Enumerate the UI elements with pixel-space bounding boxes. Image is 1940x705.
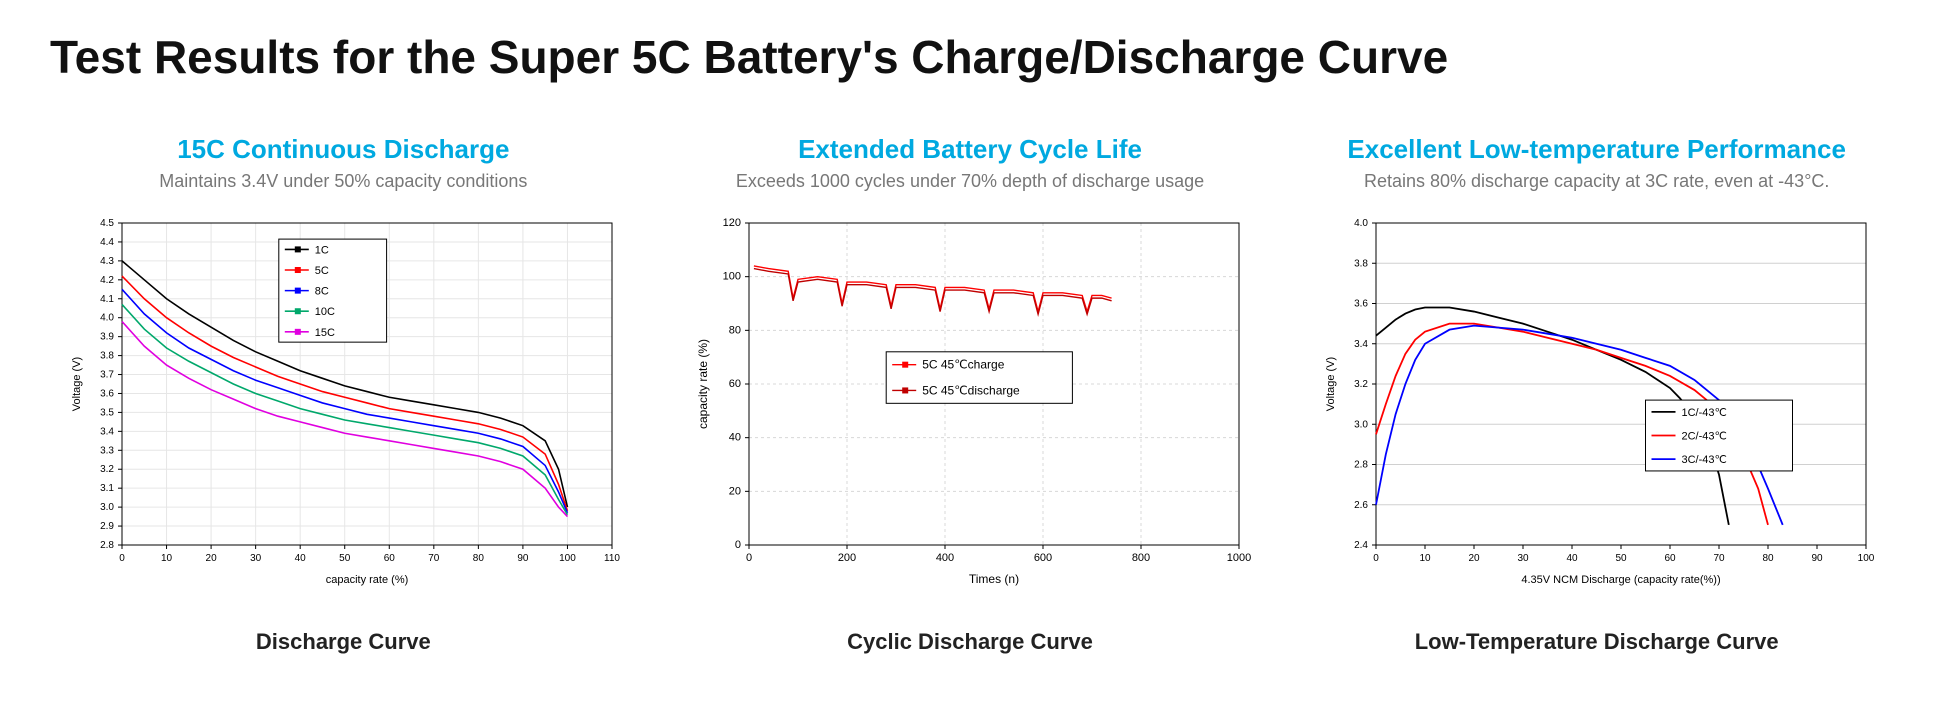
svg-text:800: 800 bbox=[1132, 552, 1150, 564]
svg-text:3.6: 3.6 bbox=[1354, 299, 1368, 310]
chart1-box: 0 10 20 30 40 50 60 70 80 90 100 110 2.8 2.9 3.0 3.1 3.2… bbox=[63, 212, 623, 599]
svg-text:100: 100 bbox=[1857, 553, 1874, 564]
panel3-title: Excellent Low-temperature Performance bbox=[1347, 134, 1846, 165]
svg-text:40: 40 bbox=[729, 432, 741, 444]
svg-text:3.8: 3.8 bbox=[1354, 258, 1368, 269]
svg-text:3.5: 3.5 bbox=[100, 407, 114, 418]
svg-text:100: 100 bbox=[559, 553, 576, 564]
svg-text:3.2: 3.2 bbox=[100, 464, 114, 475]
svg-text:80: 80 bbox=[729, 324, 741, 336]
svg-text:400: 400 bbox=[936, 552, 954, 564]
svg-text:0: 0 bbox=[1373, 553, 1379, 564]
svg-text:3.0: 3.0 bbox=[1354, 419, 1368, 430]
svg-text:1000: 1000 bbox=[1227, 552, 1251, 564]
svg-text:4.35V NCM Discharge (capacity: 4.35V NCM Discharge (capacity rate(%)) bbox=[1521, 574, 1720, 586]
svg-text:90: 90 bbox=[1811, 553, 1823, 564]
svg-text:10C: 10C bbox=[315, 306, 335, 318]
svg-text:3.7: 3.7 bbox=[100, 370, 114, 381]
svg-text:3.6: 3.6 bbox=[100, 388, 114, 399]
panel2-caption: Cyclic Discharge Curve bbox=[847, 629, 1093, 655]
svg-text:4.3: 4.3 bbox=[100, 256, 114, 267]
panel-discharge-curve: 15C Continuous Discharge Maintains 3.4V … bbox=[50, 134, 637, 655]
svg-text:Voltage (V): Voltage (V) bbox=[71, 357, 83, 411]
svg-text:3.3: 3.3 bbox=[100, 445, 114, 456]
svg-text:50: 50 bbox=[339, 553, 351, 564]
svg-text:2.6: 2.6 bbox=[1354, 500, 1368, 511]
svg-text:20: 20 bbox=[729, 485, 741, 497]
chart1-svg: 0 10 20 30 40 50 60 70 80 90 100 110 2.8 2.9 3.0 3.1 3.2… bbox=[64, 213, 624, 593]
svg-text:60: 60 bbox=[384, 553, 396, 564]
svg-text:60: 60 bbox=[729, 378, 741, 390]
svg-text:2C/-43℃: 2C/-43℃ bbox=[1681, 431, 1726, 443]
svg-text:3.8: 3.8 bbox=[100, 351, 114, 362]
svg-text:70: 70 bbox=[429, 553, 441, 564]
svg-text:50: 50 bbox=[1615, 553, 1627, 564]
svg-text:600: 600 bbox=[1034, 552, 1052, 564]
svg-text:3.1: 3.1 bbox=[100, 483, 114, 494]
svg-text:8C: 8C bbox=[315, 286, 329, 298]
svg-text:40: 40 bbox=[1566, 553, 1578, 564]
svg-text:20: 20 bbox=[206, 553, 218, 564]
svg-text:capacity rate (%): capacity rate (%) bbox=[696, 339, 710, 429]
svg-text:60: 60 bbox=[1664, 553, 1676, 564]
svg-text:3.4: 3.4 bbox=[1354, 339, 1368, 350]
svg-text:capacity rate (%): capacity rate (%) bbox=[326, 574, 409, 586]
svg-text:10: 10 bbox=[1419, 553, 1431, 564]
chart2-svg: 0 200 400 600 800 1000 0 20 40 60 80 100 120 Times (n… bbox=[691, 213, 1251, 593]
page-title: Test Results for the Super 5C Battery's … bbox=[50, 30, 1890, 84]
svg-text:20: 20 bbox=[1468, 553, 1480, 564]
svg-text:80: 80 bbox=[1762, 553, 1774, 564]
svg-text:4.0: 4.0 bbox=[1354, 218, 1368, 229]
chart2-box: 0 200 400 600 800 1000 0 20 40 60 80 100 120 Times (n… bbox=[690, 212, 1250, 599]
svg-text:Voltage (V): Voltage (V) bbox=[1325, 357, 1337, 411]
svg-text:5C 45℃discharge: 5C 45℃discharge bbox=[922, 383, 1020, 397]
svg-text:90: 90 bbox=[518, 553, 530, 564]
panel3-subtitle: Retains 80% discharge capacity at 3C rat… bbox=[1364, 171, 1829, 192]
svg-text:2.8: 2.8 bbox=[100, 540, 114, 551]
svg-text:4.0: 4.0 bbox=[100, 313, 114, 324]
svg-text:120: 120 bbox=[723, 217, 741, 229]
svg-text:10: 10 bbox=[161, 553, 173, 564]
svg-text:0: 0 bbox=[735, 539, 741, 551]
svg-text:100: 100 bbox=[723, 271, 741, 283]
svg-text:4.1: 4.1 bbox=[100, 294, 114, 305]
svg-text:0: 0 bbox=[746, 552, 752, 564]
svg-text:4.2: 4.2 bbox=[100, 275, 114, 286]
svg-text:30: 30 bbox=[1517, 553, 1529, 564]
panel1-title: 15C Continuous Discharge bbox=[177, 134, 509, 165]
chart3-svg: 0 10 20 30 40 50 60 70 80 90 100 2.4 2.6 2.8 3.0 3.2 3.4… bbox=[1318, 213, 1878, 593]
svg-text:3C/-43℃: 3C/-43℃ bbox=[1681, 454, 1726, 466]
svg-text:1C/-43℃: 1C/-43℃ bbox=[1681, 407, 1726, 419]
svg-text:1C: 1C bbox=[315, 244, 329, 256]
svg-text:2.4: 2.4 bbox=[1354, 540, 1368, 551]
panel3-caption: Low-Temperature Discharge Curve bbox=[1415, 629, 1779, 655]
svg-text:0: 0 bbox=[120, 553, 126, 564]
svg-text:40: 40 bbox=[295, 553, 307, 564]
panels-row: 15C Continuous Discharge Maintains 3.4V … bbox=[50, 134, 1890, 655]
svg-text:15C: 15C bbox=[315, 327, 335, 339]
panel-lowtemp-curve: Excellent Low-temperature Performance Re… bbox=[1303, 134, 1890, 655]
svg-text:110: 110 bbox=[604, 553, 620, 564]
svg-text:2.9: 2.9 bbox=[100, 521, 114, 532]
panel2-title: Extended Battery Cycle Life bbox=[798, 134, 1142, 165]
svg-text:Times (n): Times (n) bbox=[969, 572, 1019, 586]
panel2-subtitle: Exceeds 1000 cycles under 70% depth of d… bbox=[736, 171, 1204, 192]
chart3-box: 0 10 20 30 40 50 60 70 80 90 100 2.4 2.6 2.8 3.0 3.2 3.4… bbox=[1317, 212, 1877, 599]
svg-text:3.4: 3.4 bbox=[100, 426, 114, 437]
svg-text:3.0: 3.0 bbox=[100, 502, 114, 513]
svg-text:80: 80 bbox=[473, 553, 485, 564]
svg-text:5C: 5C bbox=[315, 265, 329, 277]
svg-text:200: 200 bbox=[838, 552, 856, 564]
svg-text:3.2: 3.2 bbox=[1354, 379, 1368, 390]
panel1-subtitle: Maintains 3.4V under 50% capacity condit… bbox=[159, 171, 527, 192]
svg-text:5C 45℃charge: 5C 45℃charge bbox=[922, 358, 1005, 372]
svg-text:3.9: 3.9 bbox=[100, 332, 114, 343]
svg-text:4.5: 4.5 bbox=[100, 218, 114, 229]
svg-text:4.4: 4.4 bbox=[100, 237, 114, 248]
svg-text:2.8: 2.8 bbox=[1354, 460, 1368, 471]
panel-cyclic-curve: Extended Battery Cycle Life Exceeds 1000… bbox=[677, 134, 1264, 655]
panel1-caption: Discharge Curve bbox=[256, 629, 431, 655]
svg-text:70: 70 bbox=[1713, 553, 1725, 564]
svg-text:30: 30 bbox=[250, 553, 262, 564]
